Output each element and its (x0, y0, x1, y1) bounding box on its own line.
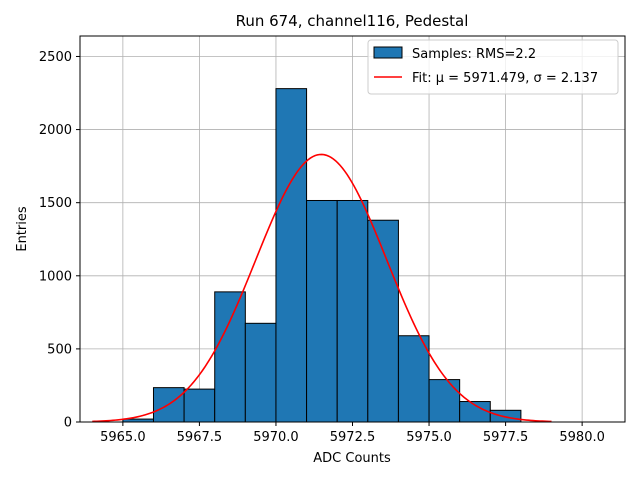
histogram-bar (275, 88, 308, 423)
y-tick-label: 500 (47, 342, 72, 357)
x-axis-label: ADC Counts (313, 451, 391, 466)
histogram-bar (214, 291, 246, 423)
x-ticks: 5965.0 5967.5 5970.0 5972.5 5975.0 5977.5 5980… (100, 422, 605, 445)
histogram-bar (306, 199, 338, 423)
legend-box (367, 39, 619, 95)
x-tick-label: 5965.0 (100, 430, 146, 445)
histogram-bar (183, 388, 216, 423)
y-tick-label: 1000 (39, 269, 72, 284)
x-tick-label: 5977.5 (483, 430, 529, 445)
histogram-bar (244, 322, 277, 423)
histogram-bars (122, 88, 522, 423)
y-ticks: 0 500 1000 1500 2000 2500 (39, 50, 80, 431)
chart-title: Run 674, channel116, Pedestal (236, 12, 469, 30)
x-tick-label: 5975.0 (406, 430, 452, 445)
fit-curve (92, 153, 552, 423)
x-tick-label: 5967.5 (177, 430, 223, 445)
histogram-bar (397, 335, 430, 423)
x-tick-label: 5972.5 (330, 430, 376, 445)
legend-fit-label: Fit: μ = 5971.479, σ = 2.137 (412, 71, 598, 86)
y-tick-label: 2500 (39, 50, 72, 65)
x-tick-label: 5980.0 (559, 430, 605, 445)
histogram-bar (336, 199, 369, 423)
y-tick-label: 0 (64, 416, 72, 431)
y-tick-label: 2000 (39, 123, 72, 138)
histogram-bar (367, 219, 399, 423)
legend: Samples: RMS=2.2 Fit: μ = 5971.479, σ = … (367, 39, 619, 95)
legend-histogram-swatch (373, 46, 403, 59)
histogram-bar (428, 379, 461, 423)
legend-histogram-label: Samples: RMS=2.2 (412, 47, 536, 62)
y-axis-label: Entries (15, 206, 30, 252)
y-tick-label: 1500 (39, 196, 72, 211)
x-tick-label: 5970.0 (253, 430, 299, 445)
